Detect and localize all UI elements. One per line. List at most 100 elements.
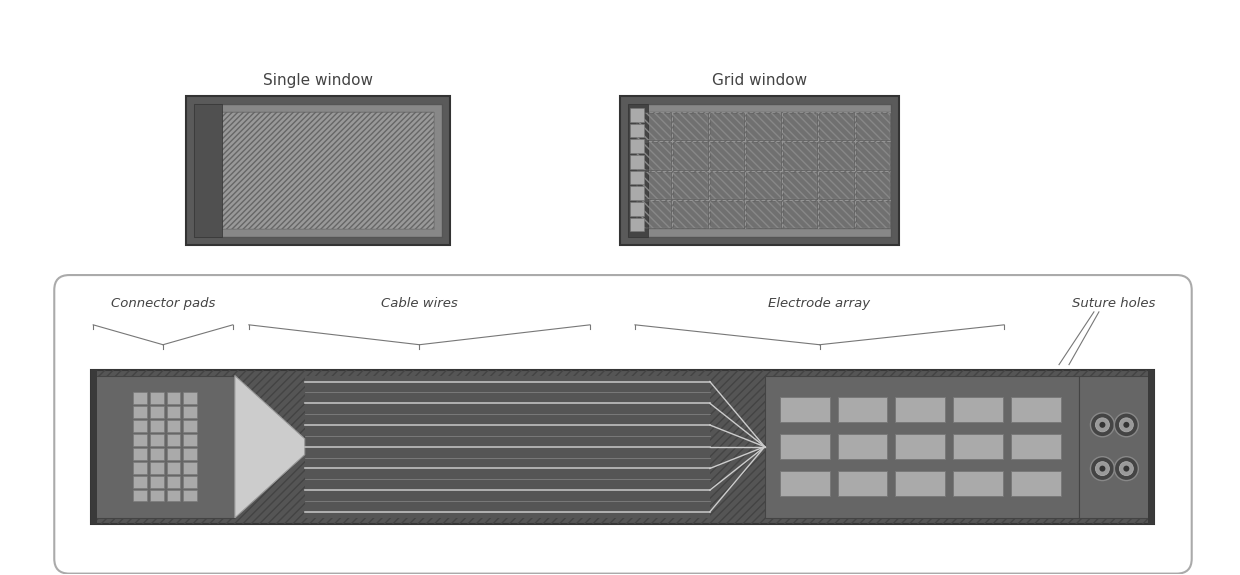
Bar — [746, 142, 781, 170]
Bar — [133, 434, 146, 446]
Bar — [1011, 471, 1061, 496]
Bar — [780, 434, 830, 459]
Circle shape — [1100, 466, 1105, 472]
Bar — [166, 434, 181, 446]
Bar — [673, 113, 708, 140]
Bar — [895, 397, 945, 423]
Bar — [184, 434, 197, 446]
Bar — [133, 420, 146, 432]
Bar — [711, 142, 744, 170]
Bar — [856, 171, 890, 199]
Bar — [133, 392, 146, 404]
Bar — [150, 489, 164, 501]
Bar — [166, 489, 181, 501]
Bar — [637, 201, 671, 228]
Bar — [746, 171, 781, 199]
Bar — [837, 434, 888, 459]
Bar — [711, 142, 744, 170]
Bar — [637, 142, 671, 170]
Bar — [166, 462, 181, 474]
Bar — [782, 201, 817, 228]
Bar — [133, 462, 146, 474]
Bar — [782, 201, 817, 228]
Bar — [782, 113, 817, 140]
Bar — [150, 434, 164, 446]
Bar — [166, 392, 181, 404]
Bar — [820, 201, 854, 228]
Bar — [1148, 370, 1153, 524]
Bar — [133, 406, 146, 418]
Bar — [166, 448, 181, 459]
Bar — [820, 171, 854, 199]
Bar — [630, 217, 644, 231]
Bar — [636, 112, 892, 229]
Bar — [820, 142, 854, 170]
Bar — [856, 201, 890, 228]
Bar — [673, 171, 708, 199]
Circle shape — [1095, 462, 1110, 476]
Bar — [133, 489, 146, 501]
Text: Electrode array: Electrode array — [769, 297, 870, 310]
Bar — [627, 104, 892, 237]
Circle shape — [1100, 422, 1105, 428]
Text: Suture holes: Suture holes — [1073, 297, 1156, 310]
Text: Cable wires: Cable wires — [381, 297, 458, 310]
Bar — [711, 171, 744, 199]
Bar — [133, 448, 146, 459]
Bar — [92, 370, 1153, 524]
Bar — [637, 113, 671, 140]
Bar — [92, 370, 1153, 524]
Bar — [637, 142, 671, 170]
Bar — [746, 201, 781, 228]
Polygon shape — [234, 375, 305, 518]
Bar — [765, 375, 1079, 518]
Bar — [895, 471, 945, 496]
Bar — [636, 112, 892, 229]
Circle shape — [1095, 418, 1110, 432]
Bar — [1079, 375, 1149, 518]
Text: Single window: Single window — [263, 73, 373, 88]
Bar — [856, 171, 890, 199]
Bar — [166, 476, 181, 488]
Bar — [782, 113, 817, 140]
Bar — [782, 171, 817, 199]
Bar — [184, 420, 197, 432]
Bar — [184, 476, 197, 488]
Bar — [895, 434, 945, 459]
Bar — [133, 476, 146, 488]
Bar — [637, 113, 671, 140]
Bar — [856, 113, 890, 140]
Bar — [820, 113, 854, 140]
Bar — [837, 397, 888, 423]
Bar — [673, 142, 708, 170]
Bar — [820, 201, 854, 228]
Circle shape — [1090, 413, 1115, 437]
Circle shape — [1115, 413, 1138, 437]
Bar — [184, 406, 197, 418]
Bar — [184, 462, 197, 474]
Bar — [637, 201, 671, 228]
Circle shape — [1123, 466, 1130, 472]
Bar — [620, 96, 899, 245]
Bar — [856, 201, 890, 228]
Bar — [837, 471, 888, 496]
Bar — [711, 113, 744, 140]
Bar — [780, 397, 830, 423]
Bar — [630, 139, 644, 153]
Circle shape — [1115, 457, 1138, 481]
Bar — [711, 201, 744, 228]
Bar — [711, 201, 744, 228]
Bar — [954, 434, 1003, 459]
Text: Connector pads: Connector pads — [110, 297, 216, 310]
Bar — [782, 142, 817, 170]
Bar — [746, 171, 781, 199]
Circle shape — [1090, 457, 1115, 481]
Bar — [746, 113, 781, 140]
Bar — [746, 113, 781, 140]
Bar — [856, 142, 890, 170]
Bar — [150, 406, 164, 418]
Bar — [820, 113, 854, 140]
Bar — [673, 113, 708, 140]
Bar — [92, 370, 97, 524]
Bar — [166, 420, 181, 432]
